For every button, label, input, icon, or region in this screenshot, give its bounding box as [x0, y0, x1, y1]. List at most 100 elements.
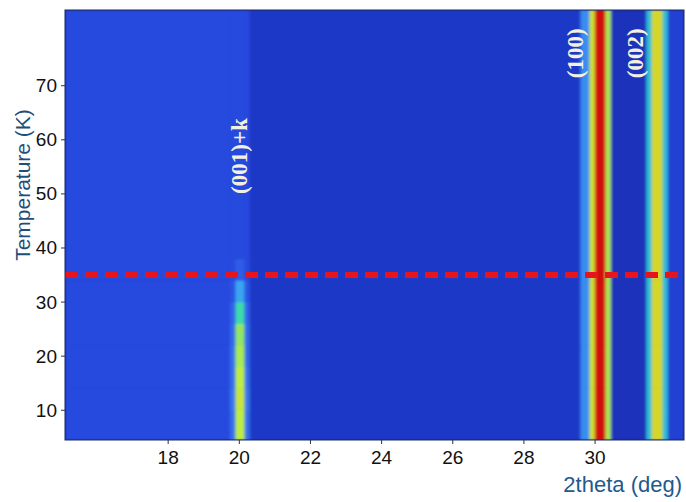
heatmap-cell	[230, 410, 236, 440]
heatmap-cell	[244, 345, 250, 367]
heatmap-cell	[605, 410, 611, 440]
heatmap-cell	[605, 388, 611, 410]
heatmap-cell	[65, 367, 231, 389]
heatmap-cell	[244, 388, 250, 410]
heatmap-cell	[589, 345, 595, 367]
heatmap-cell	[250, 345, 581, 367]
heatmap-cell	[65, 410, 231, 440]
heatmap-cell	[244, 280, 250, 302]
heatmap-cell	[244, 410, 250, 440]
heatmap-cell	[244, 367, 250, 389]
heatmap-cell	[235, 345, 244, 367]
heatmap-cell	[652, 367, 663, 389]
heatmap-cell	[646, 302, 652, 324]
heatmap-cell	[668, 10, 684, 259]
heatmap-cell	[611, 367, 647, 389]
heatmap-cell	[668, 302, 684, 324]
heatmap-cell	[250, 388, 581, 410]
x-tick-label: 18	[158, 447, 179, 468]
y-tick	[61, 247, 65, 248]
heatmap-cell	[581, 280, 590, 302]
heatmap-cell	[652, 280, 663, 302]
heatmap-cell	[662, 388, 668, 410]
heatmap-cell	[65, 302, 231, 324]
heatmap-cell	[595, 345, 606, 367]
heatmap-cell	[235, 280, 244, 302]
heatmap-cell	[581, 345, 590, 367]
heatmap-cell	[235, 367, 244, 389]
x-tick-label: 24	[371, 447, 393, 468]
heatmap-cell	[652, 388, 663, 410]
heatmap-cell	[611, 388, 647, 410]
heatmap-cell	[646, 410, 652, 440]
heatmap-cell	[646, 345, 652, 367]
y-axis-title: Temperature (K)	[11, 109, 34, 261]
heatmap-cell	[668, 367, 684, 389]
heatmap-cell	[230, 323, 236, 345]
x-tick	[523, 440, 524, 444]
heatmap-cell	[611, 302, 647, 324]
heatmap-cell	[581, 323, 590, 345]
heatmap-cell	[646, 388, 652, 410]
axes: 1820222426283010203040506070	[36, 75, 606, 468]
heatmap-cell	[662, 410, 668, 440]
x-tick-label: 20	[229, 447, 250, 468]
heatmap-cell	[235, 302, 244, 324]
heatmap-cell	[668, 280, 684, 302]
heatmap-cell	[230, 302, 236, 324]
heatmap-cell	[230, 367, 236, 389]
plot-area	[65, 10, 684, 440]
heatmap-cell	[589, 388, 595, 410]
x-tick-label: 26	[442, 447, 463, 468]
heatmap-cell	[646, 280, 652, 302]
heatmap-cell	[652, 345, 663, 367]
heatmap-cell	[589, 302, 595, 324]
heatmap-cell	[611, 280, 647, 302]
heatmap-cell	[605, 10, 611, 259]
heatmap-cell	[250, 367, 581, 389]
heatmap-cell	[65, 10, 231, 259]
x-axis-title: 2theta (deg)	[563, 472, 682, 497]
heatmap-cell	[230, 388, 236, 410]
heatmap-cell	[589, 280, 595, 302]
heatmap-cells	[65, 10, 684, 440]
x-tick-label: 22	[300, 447, 321, 468]
heatmap-cell	[611, 410, 647, 440]
heatmap-cell	[668, 345, 684, 367]
heatmap-cell	[250, 410, 581, 440]
heatmap-cell	[250, 323, 581, 345]
heatmap-cell	[662, 302, 668, 324]
peak-label: (001)+k	[227, 118, 252, 194]
heatmap-cell	[611, 323, 647, 345]
heatmap-cell	[581, 410, 590, 440]
heatmap-cell	[595, 10, 606, 259]
y-tick-label: 50	[36, 183, 57, 204]
heatmap-cell	[244, 302, 250, 324]
heatmap-cell	[250, 280, 581, 302]
y-tick-label: 70	[36, 75, 57, 96]
peak-label: (100)	[563, 28, 588, 78]
heatmap-cell	[662, 323, 668, 345]
heatmap-cell	[646, 367, 652, 389]
heatmap-cell	[65, 323, 231, 345]
plot-background	[65, 10, 684, 440]
heatmap-cell	[589, 367, 595, 389]
y-tick	[61, 356, 65, 357]
heatmap-cell	[605, 345, 611, 367]
y-tick	[61, 139, 65, 140]
y-tick-label: 20	[36, 346, 57, 367]
heatmap-cell	[230, 345, 236, 367]
heatmap-cell	[595, 388, 606, 410]
y-tick	[61, 193, 65, 194]
heatmap-cell	[662, 10, 668, 259]
plot-frame	[65, 10, 684, 440]
x-tick-label: 28	[513, 447, 534, 468]
heatmap-cell	[65, 345, 231, 367]
x-tick	[381, 440, 382, 444]
heatmap-cell	[589, 410, 595, 440]
y-tick	[61, 302, 65, 303]
heatmap-cell	[646, 323, 652, 345]
heatmap-cell	[605, 367, 611, 389]
heatmap-cell	[595, 280, 606, 302]
heatmap-cell	[589, 10, 595, 259]
